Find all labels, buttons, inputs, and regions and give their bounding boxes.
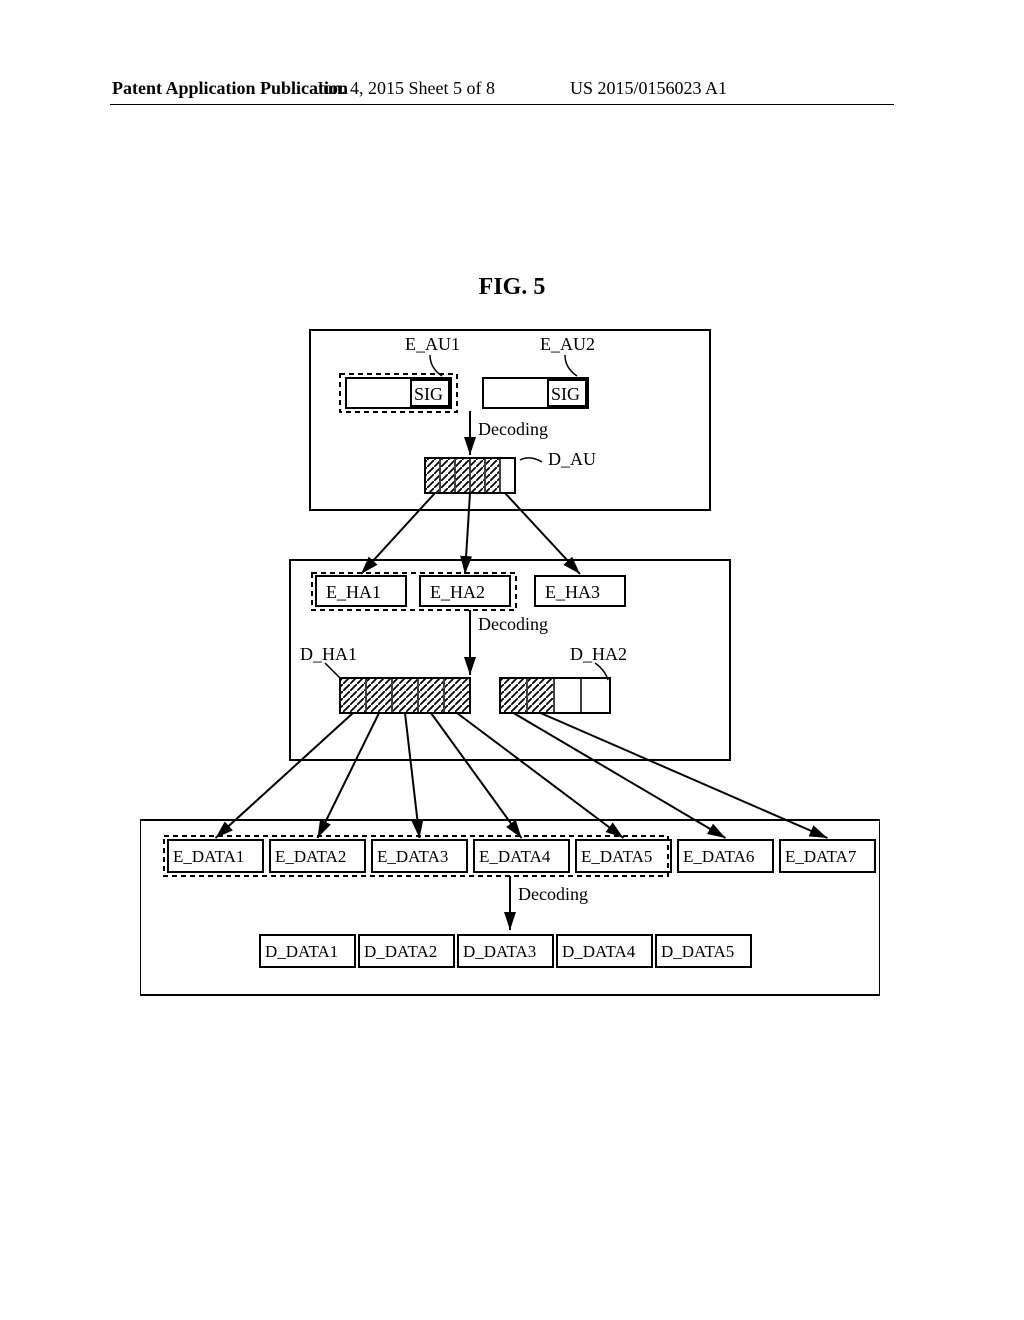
svg-text:E_HA2: E_HA2	[430, 582, 485, 602]
svg-text:D_AU: D_AU	[548, 449, 596, 469]
svg-text:D_DATA1: D_DATA1	[265, 942, 338, 961]
svg-text:D_DATA5: D_DATA5	[661, 942, 734, 961]
svg-text:E_HA3: E_HA3	[545, 582, 600, 602]
svg-text:E_AU1: E_AU1	[405, 334, 460, 354]
svg-text:E_DATA6: E_DATA6	[683, 847, 754, 866]
svg-text:E_DATA5: E_DATA5	[581, 847, 652, 866]
svg-text:SIG: SIG	[551, 384, 580, 404]
decoding-diagram: SIGSIGE_AU1E_AU2DecodingD_AUE_HA1E_HA2E_…	[140, 320, 880, 1020]
svg-text:Decoding: Decoding	[518, 884, 588, 904]
header-mid: Jun. 4, 2015 Sheet 5 of 8	[316, 78, 495, 99]
svg-text:E_AU2: E_AU2	[540, 334, 595, 354]
svg-text:D_DATA3: D_DATA3	[463, 942, 536, 961]
svg-text:D_HA1: D_HA1	[300, 644, 357, 664]
svg-text:Decoding: Decoding	[478, 419, 548, 439]
svg-text:E_DATA2: E_DATA2	[275, 847, 346, 866]
figure-title: FIG. 5	[0, 274, 1024, 301]
svg-text:E_DATA7: E_DATA7	[785, 847, 857, 866]
svg-text:E_DATA4: E_DATA4	[479, 847, 551, 866]
header-rule	[110, 104, 894, 105]
svg-text:SIG: SIG	[414, 384, 443, 404]
svg-text:Decoding: Decoding	[478, 614, 548, 634]
svg-text:D_DATA4: D_DATA4	[562, 942, 636, 961]
svg-text:E_DATA3: E_DATA3	[377, 847, 448, 866]
svg-text:D_HA2: D_HA2	[570, 644, 627, 664]
header-right: US 2015/0156023 A1	[570, 78, 727, 99]
header-left: Patent Application Publication	[112, 78, 348, 99]
svg-text:E_DATA1: E_DATA1	[173, 847, 244, 866]
svg-text:E_HA1: E_HA1	[326, 582, 381, 602]
svg-text:D_DATA2: D_DATA2	[364, 942, 437, 961]
